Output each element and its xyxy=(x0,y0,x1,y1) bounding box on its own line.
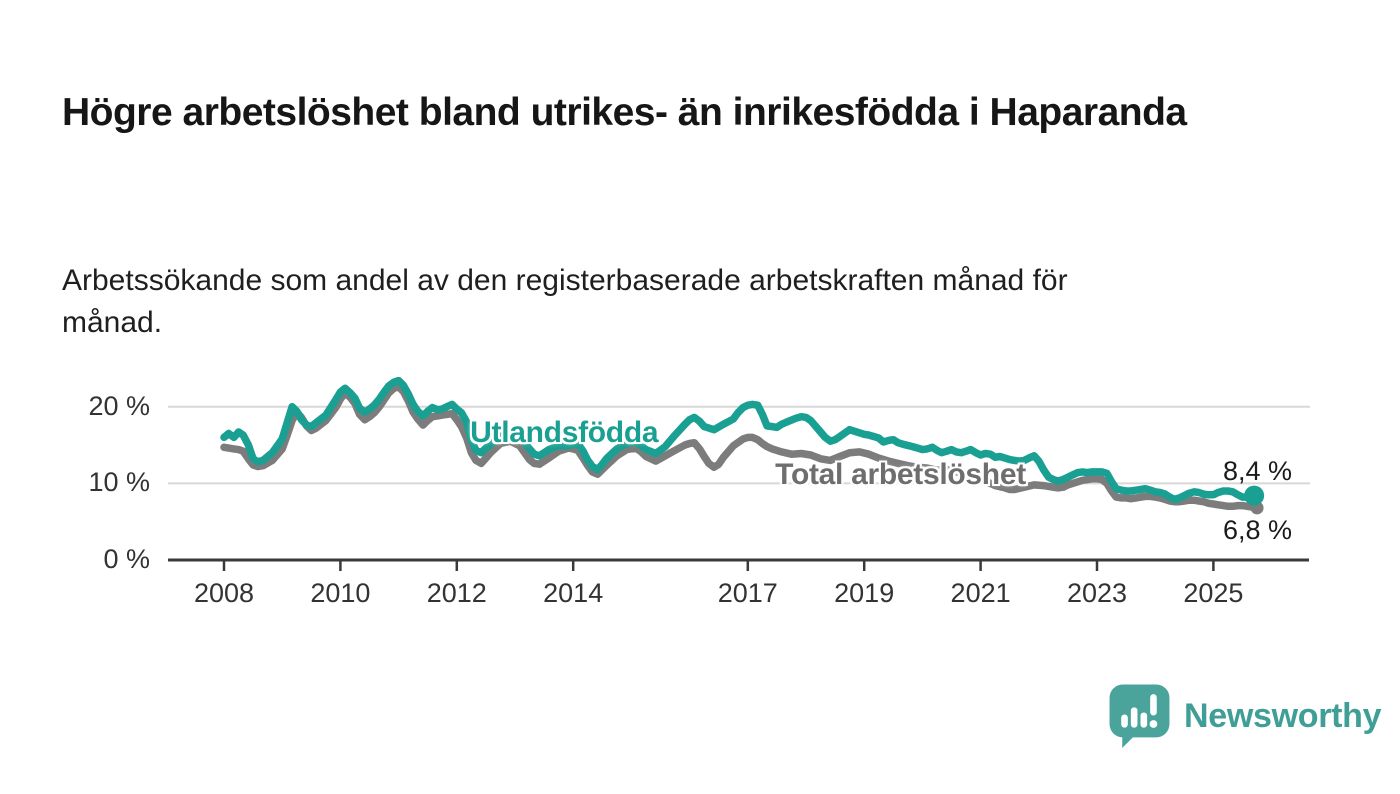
y-tick-label: 10 % xyxy=(88,467,150,498)
x-tick-label: 2021 xyxy=(950,578,1011,608)
series-label: Total arbetslöshet xyxy=(775,457,1026,491)
y-tick-label: 0 % xyxy=(103,544,150,574)
brand-name: Newsworthy xyxy=(1184,697,1382,735)
end-value-label: 6,8 % xyxy=(1222,514,1292,545)
x-tick-label: 2014 xyxy=(543,578,604,608)
newsworthy-logo: Newsworthy xyxy=(1108,684,1382,749)
x-tick-label: 2010 xyxy=(310,578,371,608)
series-end-dot xyxy=(1244,485,1265,506)
x-tick-label: 2008 xyxy=(193,578,255,608)
newsworthy-bubble-chart-icon xyxy=(1109,684,1170,748)
x-tick-label: 2023 xyxy=(1066,578,1128,608)
series-line-total-arbetsl-shet xyxy=(220,383,1261,512)
x-tick-label: 2017 xyxy=(717,578,778,608)
end-value-label: 8,4 % xyxy=(1222,455,1292,486)
series-label: Utlandsfödda xyxy=(470,415,659,449)
chart-subtitle: Arbetssökande som andel av den registerb… xyxy=(62,264,1068,339)
x-tick-label: 2019 xyxy=(834,578,895,608)
series-end-dot xyxy=(1250,501,1264,515)
page-title: Högre arbetslöshet bland utrikes- än inr… xyxy=(62,91,1187,135)
series-line-utlandsf-dda xyxy=(220,376,1258,504)
y-tick-label: 20 % xyxy=(88,390,150,421)
x-tick-label: 2012 xyxy=(426,578,487,608)
x-tick-label: 2025 xyxy=(1183,578,1244,608)
